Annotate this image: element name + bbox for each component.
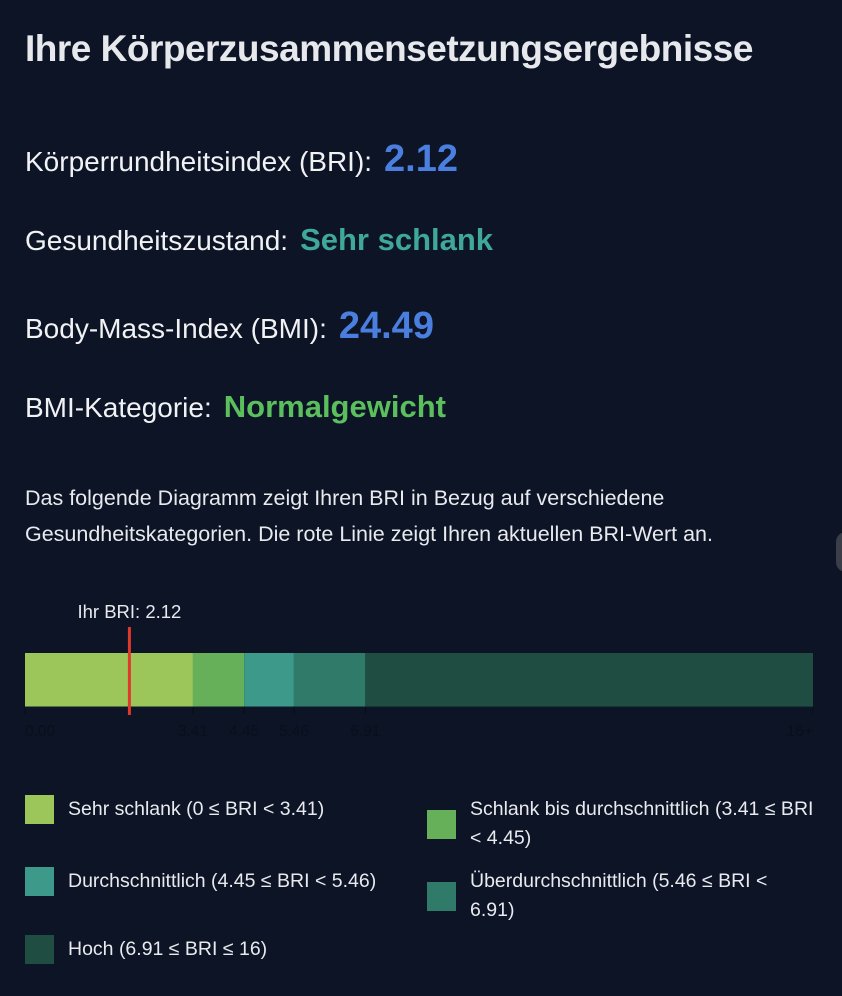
tick-label-5: 6.91 xyxy=(350,723,380,740)
health-status-label: Gesundheitszustand: xyxy=(25,225,289,256)
legend-item-2: Schlank bis durchschnittlich (3.41 ≤ BRI… xyxy=(427,795,815,853)
legend-label: Hoch (6.91 ≤ BRI ≤ 16) xyxy=(68,938,268,960)
legend-label: Überdurchschnittlich (5.46 ≤ BRI < 6.91) xyxy=(470,870,768,921)
legend-item-1: Sehr schlank (0 ≤ BRI < 3.41) xyxy=(25,795,385,824)
bmi-value: 24.49 xyxy=(338,305,434,347)
tick-label-6: 16+ xyxy=(787,723,813,740)
bmi-category-value: Normalgewicht xyxy=(223,389,446,424)
bmi-category-row: BMI-Kategorie: Normalgewicht xyxy=(25,389,446,425)
legend-item-4: Überdurchschnittlich (5.46 ≤ BRI < 6.91) xyxy=(427,867,815,925)
bmi-row: Body-Mass-Index (BMI): 24.49 xyxy=(25,305,434,348)
legend-swatch xyxy=(25,867,54,896)
bar-segment-5 xyxy=(365,653,813,707)
legend-label: Sehr schlank (0 ≤ BRI < 3.41) xyxy=(68,798,325,820)
tick-label-3: 4.45 xyxy=(229,723,259,740)
legend-swatch xyxy=(25,935,54,964)
tick-label-2: 3.41 xyxy=(178,723,208,740)
legend-swatch xyxy=(25,795,54,824)
bmi-category-label: BMI-Kategorie: xyxy=(25,392,212,423)
tick-label-1: 0.00 xyxy=(25,723,56,740)
legend-item-3: Durchschnittlich (4.45 ≤ BRI < 5.46) xyxy=(25,867,385,896)
bri-marker-label: Ihr BRI: 2.12 xyxy=(77,601,181,622)
bar-segment-3 xyxy=(244,653,294,707)
legend-label: Durchschnittlich (4.45 ≤ BRI < 5.46) xyxy=(68,870,377,892)
bri-row: Körperrundheitsindex (BRI): 2.12 xyxy=(25,138,458,181)
bmi-label: Body-Mass-Index (BMI): xyxy=(25,313,327,344)
legend-swatch xyxy=(427,809,456,839)
tick-label-4: 5.46 xyxy=(279,723,309,740)
bar-segment-4 xyxy=(293,653,366,707)
bri-chart: 0.00 3.41 4.45 5.46 6.91 16+ Ihr BRI: 2.12 xyxy=(24,601,814,740)
bri-label: Körperrundheitsindex (BRI): xyxy=(25,146,373,177)
legend-swatch xyxy=(427,881,456,911)
health-status-row: Gesundheitszustand: Sehr schlank xyxy=(25,222,493,258)
legend-item-5: Hoch (6.91 ≤ BRI ≤ 16) xyxy=(25,935,385,964)
bri-value: 2.12 xyxy=(384,138,459,180)
page-title: Ihre Körperzusammensetzungsergebnisse xyxy=(25,28,753,69)
bar-segment-1 xyxy=(25,653,193,707)
bar-segment-2 xyxy=(192,653,245,707)
legend-label: Schlank bis durchschnittlich (3.41 ≤ BRI… xyxy=(470,798,814,849)
chart-description: Das folgende Diagramm zeigt Ihren BRI in… xyxy=(25,486,713,546)
health-status-value: Sehr schlank xyxy=(300,222,494,257)
scroll-edge-handle[interactable] xyxy=(836,532,842,572)
